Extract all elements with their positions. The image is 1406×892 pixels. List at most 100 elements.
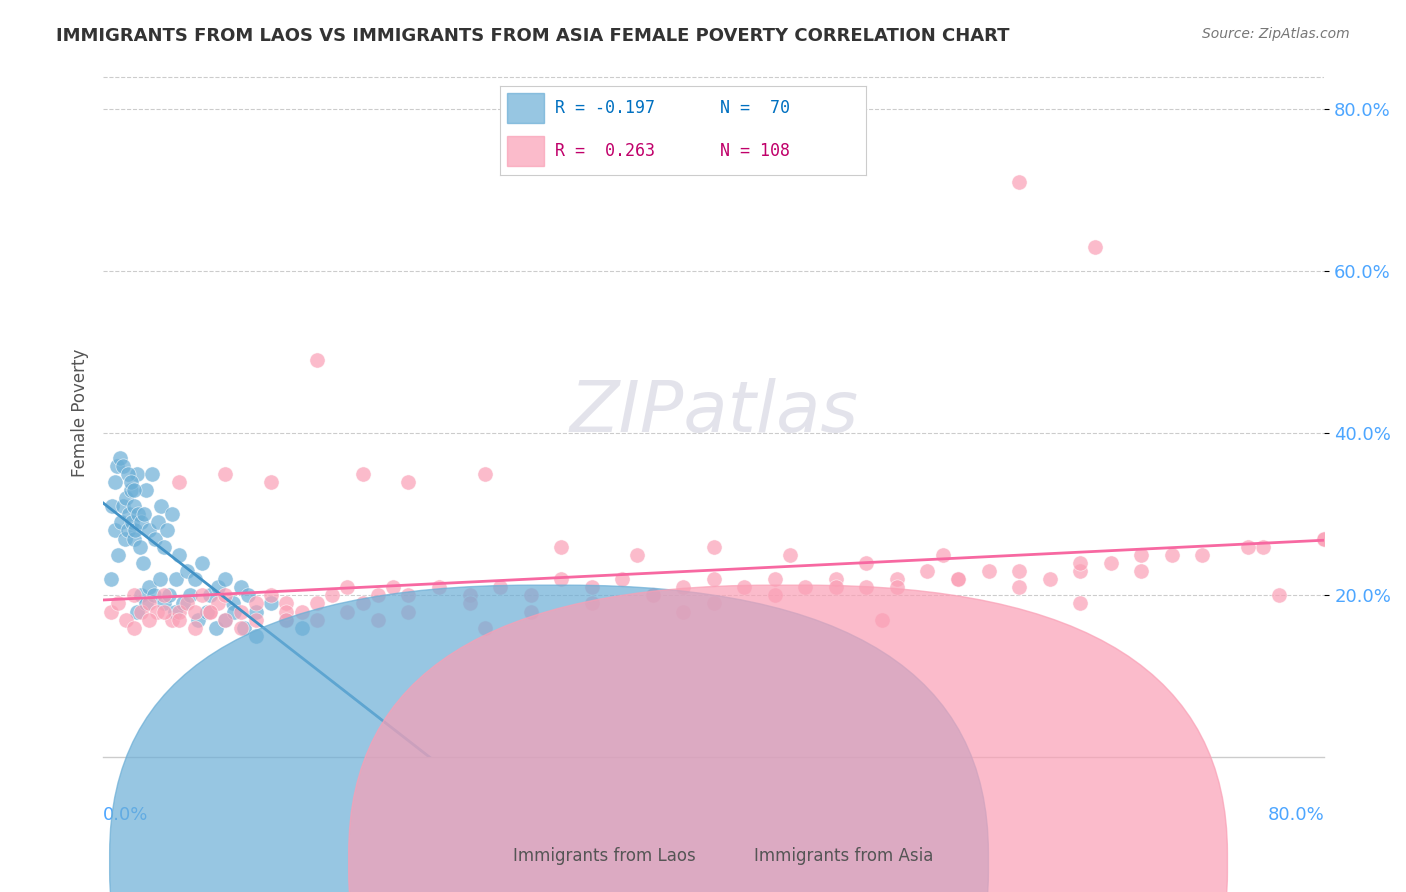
Point	[176, 564, 198, 578]
Point	[1084, 240, 1107, 254]
Point	[169, 475, 191, 489]
Point	[260, 588, 283, 602]
Point	[110, 516, 132, 530]
Point	[207, 596, 229, 610]
Point	[1130, 548, 1153, 562]
Point	[198, 588, 221, 602]
Point	[886, 580, 908, 594]
Point	[474, 467, 496, 481]
Text: 80.0%: 80.0%	[1268, 805, 1324, 823]
Point	[232, 621, 254, 635]
Point	[229, 605, 252, 619]
Point	[276, 605, 298, 619]
Point	[127, 508, 149, 522]
Point	[101, 499, 124, 513]
Point	[305, 613, 328, 627]
Point	[146, 516, 169, 530]
Point	[352, 596, 374, 610]
Point	[142, 588, 165, 602]
Point	[1069, 556, 1091, 570]
Point	[1039, 572, 1062, 586]
Point	[183, 572, 205, 586]
Point	[118, 508, 141, 522]
Point	[141, 467, 163, 481]
Point	[367, 588, 389, 602]
Point	[1008, 564, 1031, 578]
Point	[626, 548, 648, 562]
Point	[121, 516, 143, 530]
Point	[1130, 564, 1153, 578]
Point	[855, 556, 877, 570]
Point	[352, 467, 374, 481]
Point	[427, 580, 450, 594]
Point	[763, 588, 786, 602]
Point	[917, 564, 939, 578]
Point	[1253, 540, 1275, 554]
Point	[245, 613, 267, 627]
Point	[1069, 596, 1091, 610]
Point	[276, 613, 298, 627]
Point	[703, 596, 725, 610]
Point	[165, 572, 187, 586]
Point	[150, 499, 173, 513]
Point	[163, 605, 186, 619]
Point	[100, 572, 122, 586]
Point	[111, 499, 134, 513]
Point	[641, 588, 664, 602]
Point	[207, 580, 229, 594]
Point	[138, 613, 160, 627]
Point	[129, 605, 152, 619]
Point	[183, 605, 205, 619]
Point	[1267, 588, 1289, 602]
Text: Immigrants from Asia: Immigrants from Asia	[754, 847, 934, 865]
Point	[100, 605, 122, 619]
Text: Immigrants from Laos: Immigrants from Laos	[513, 847, 696, 865]
Point	[198, 605, 221, 619]
Point	[946, 572, 969, 586]
Point	[855, 580, 877, 594]
Point	[224, 605, 246, 619]
Point	[115, 613, 138, 627]
Point	[132, 556, 155, 570]
Point	[117, 524, 139, 538]
Point	[214, 467, 236, 481]
Point	[169, 613, 191, 627]
Point	[122, 499, 145, 513]
Point	[187, 613, 209, 627]
Point	[550, 540, 572, 554]
Point	[122, 621, 145, 635]
Text: IMMIGRANTS FROM LAOS VS IMMIGRANTS FROM ASIA FEMALE POVERTY CORRELATION CHART: IMMIGRANTS FROM LAOS VS IMMIGRANTS FROM …	[56, 27, 1010, 45]
Point	[205, 621, 228, 635]
Point	[1008, 175, 1031, 189]
Point	[138, 524, 160, 538]
Point	[276, 613, 298, 627]
Point	[458, 588, 481, 602]
Point	[779, 548, 801, 562]
Point	[519, 588, 541, 602]
Point	[367, 613, 389, 627]
Point	[336, 580, 359, 594]
Point	[153, 605, 176, 619]
Point	[245, 629, 267, 643]
Point	[125, 605, 148, 619]
Point	[245, 605, 267, 619]
Point	[169, 605, 191, 619]
Point	[1360, 556, 1382, 570]
Point	[153, 588, 176, 602]
Point	[115, 491, 138, 505]
Point	[195, 605, 218, 619]
Point	[276, 596, 298, 610]
Point	[290, 605, 312, 619]
Point	[305, 596, 328, 610]
Point	[229, 621, 252, 635]
Point	[149, 572, 172, 586]
Point	[107, 548, 129, 562]
Point	[107, 596, 129, 610]
Point	[160, 508, 183, 522]
Point	[458, 596, 481, 610]
Point	[172, 596, 194, 610]
Point	[398, 588, 420, 602]
Point	[214, 572, 236, 586]
Point	[120, 475, 142, 489]
Point	[104, 524, 127, 538]
